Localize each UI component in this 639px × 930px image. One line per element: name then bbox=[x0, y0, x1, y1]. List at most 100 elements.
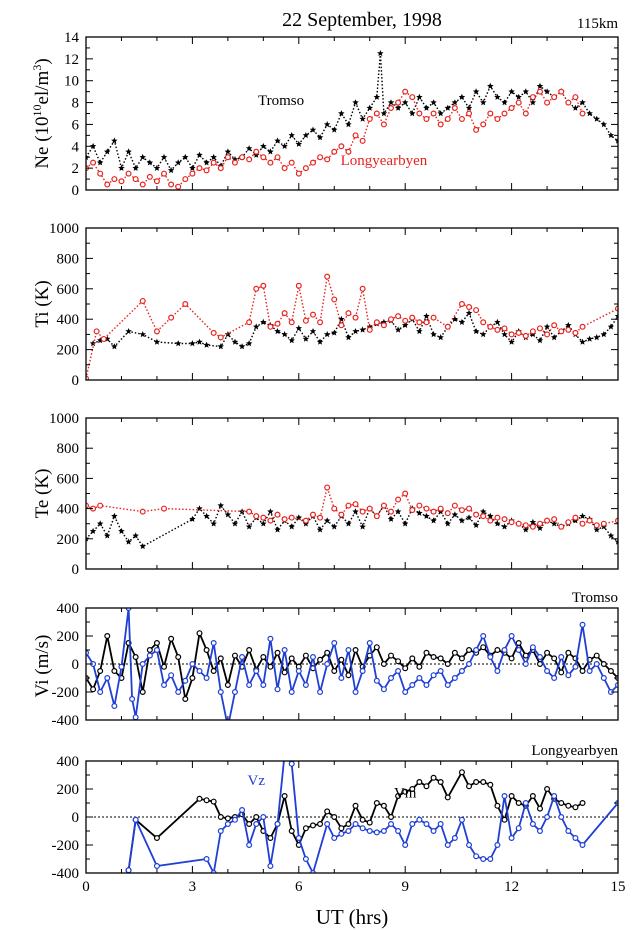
point-tromso bbox=[430, 517, 437, 524]
y-axis-label-te: Te (K) bbox=[32, 469, 53, 519]
point-longyearbyen bbox=[444, 323, 451, 330]
point-longyearbyen bbox=[487, 517, 494, 524]
point-tromso bbox=[480, 508, 487, 515]
point-longyearbyen bbox=[331, 148, 338, 155]
point-tromso bbox=[345, 121, 352, 128]
point-longyearbyen bbox=[288, 319, 295, 326]
point-vm bbox=[536, 805, 543, 812]
x-tick-label: 12 bbox=[504, 879, 519, 895]
point-vz bbox=[501, 646, 508, 653]
point-longyearbyen bbox=[253, 513, 260, 520]
point-tromso bbox=[274, 526, 281, 533]
point-longyearbyen bbox=[111, 176, 118, 183]
point-tromso bbox=[465, 309, 473, 316]
point-vz bbox=[409, 820, 416, 827]
point-vz bbox=[444, 841, 451, 848]
point-vz bbox=[558, 653, 565, 660]
point-longyearbyen bbox=[345, 502, 352, 509]
point-tromso bbox=[444, 104, 451, 111]
point-tromso bbox=[501, 523, 508, 530]
point-longyearbyen bbox=[402, 88, 409, 95]
point-vz bbox=[239, 653, 246, 660]
point-longyearbyen bbox=[430, 314, 437, 321]
point-longyearbyen bbox=[153, 178, 160, 185]
point-tromso bbox=[288, 523, 295, 530]
point-tromso bbox=[416, 509, 423, 516]
series-line-longyearbyen bbox=[86, 90, 584, 188]
point-vz bbox=[458, 816, 465, 823]
point-vz bbox=[515, 825, 522, 832]
point-tromso bbox=[111, 343, 118, 350]
point-longyearbyen bbox=[437, 121, 444, 128]
point-vm bbox=[217, 655, 224, 662]
point-tromso bbox=[316, 134, 324, 141]
point-tromso bbox=[451, 99, 459, 106]
point-vm bbox=[551, 655, 558, 662]
point-vz bbox=[309, 653, 316, 660]
point-longyearbyen bbox=[501, 516, 508, 523]
y-tick-label: -200 bbox=[52, 685, 80, 701]
point-longyearbyen bbox=[579, 110, 586, 117]
point-longyearbyen bbox=[423, 115, 430, 122]
point-longyearbyen bbox=[324, 484, 331, 491]
x-tick-label: 6 bbox=[295, 879, 303, 895]
point-longyearbyen bbox=[345, 148, 352, 155]
point-vz bbox=[536, 827, 543, 834]
point-vm bbox=[430, 653, 437, 660]
point-vz bbox=[189, 660, 196, 667]
point-longyearbyen bbox=[366, 326, 373, 333]
point-tromso bbox=[245, 340, 253, 347]
point-longyearbyen bbox=[267, 159, 274, 166]
point-vm bbox=[388, 813, 395, 820]
point-longyearbyen bbox=[430, 508, 437, 515]
point-vz bbox=[473, 646, 480, 653]
point-longyearbyen bbox=[175, 183, 182, 190]
y-tick-label: 200 bbox=[57, 343, 80, 359]
point-tromso bbox=[394, 326, 402, 333]
point-longyearbyen bbox=[508, 105, 515, 112]
point-tromso bbox=[352, 99, 359, 106]
point-tromso bbox=[281, 331, 288, 338]
point-longyearbyen bbox=[544, 99, 551, 106]
point-vm bbox=[501, 816, 508, 823]
point-longyearbyen bbox=[373, 110, 380, 117]
point-tromso bbox=[189, 340, 196, 347]
point-longyearbyen bbox=[451, 105, 458, 112]
point-vz bbox=[487, 855, 494, 862]
point-vm bbox=[416, 778, 423, 785]
point-longyearbyen bbox=[295, 170, 302, 177]
point-longyearbyen bbox=[402, 317, 409, 324]
vi-shared-axis-label: Vi (m/s) bbox=[32, 635, 53, 698]
point-vz bbox=[210, 639, 217, 646]
point-vm bbox=[352, 802, 359, 809]
point-vz bbox=[402, 688, 409, 695]
point-vz bbox=[282, 752, 287, 757]
point-longyearbyen bbox=[302, 517, 309, 524]
y-tick-label: -200 bbox=[52, 838, 80, 854]
point-vz bbox=[572, 663, 579, 670]
y-tick-label: 400 bbox=[57, 502, 80, 518]
point-tromso bbox=[267, 508, 274, 515]
point-longyearbyen bbox=[224, 154, 231, 161]
point-vm bbox=[274, 649, 281, 656]
point-tromso bbox=[217, 343, 224, 350]
point-tromso bbox=[352, 508, 359, 515]
point-vm bbox=[146, 646, 153, 653]
point-vm bbox=[409, 655, 416, 662]
plot-frame bbox=[85, 227, 619, 381]
point-vz bbox=[388, 820, 395, 827]
point-longyearbyen bbox=[409, 314, 416, 321]
point-vz bbox=[437, 667, 444, 674]
point-tromso bbox=[543, 88, 551, 95]
point-longyearbyen bbox=[536, 88, 543, 95]
point-tromso bbox=[309, 126, 317, 133]
point-longyearbyen bbox=[572, 514, 579, 521]
point-vm bbox=[515, 799, 522, 806]
y-tick-label: 0 bbox=[72, 562, 80, 578]
point-vz bbox=[338, 674, 345, 681]
point-tromso bbox=[153, 164, 161, 171]
point-vm bbox=[544, 649, 551, 656]
point-longyearbyen bbox=[100, 335, 107, 342]
point-tromso bbox=[111, 512, 118, 519]
point-vm bbox=[210, 667, 217, 674]
